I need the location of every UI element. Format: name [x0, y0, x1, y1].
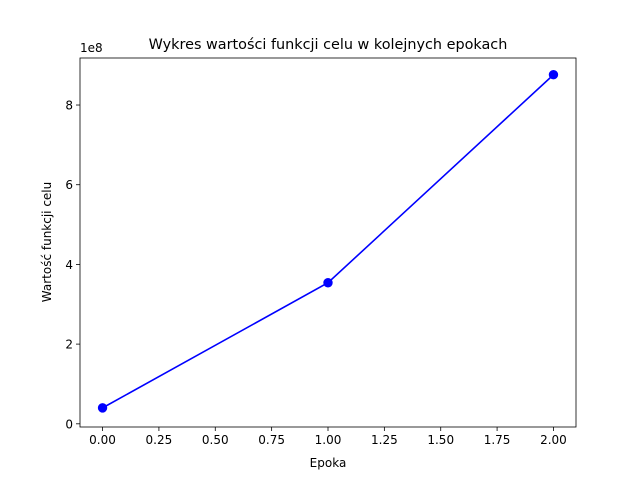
- data-point: [97, 403, 108, 413]
- x-tick-label: 0.25: [146, 433, 173, 447]
- x-tick-label: 2.00: [540, 433, 567, 447]
- y-tick-label: 2: [65, 338, 73, 352]
- data-point: [548, 70, 559, 80]
- plot-area: 0.00 0.25 0.50 0.75 1.00 1.25 1.50 1.75 2.00 0 2 4 6…: [65, 57, 577, 447]
- y-tick-label: 8: [65, 99, 73, 113]
- data-point: [323, 278, 333, 288]
- y-axis-label: Wartość funkcji celu: [40, 182, 54, 302]
- x-axis-label: Epoka: [310, 456, 347, 470]
- y-tick-label: 4: [65, 258, 73, 272]
- x-tick-label: 0.00: [89, 433, 116, 447]
- x-tick-label: 0.75: [258, 433, 285, 447]
- x-tick-label: 1.00: [315, 433, 342, 447]
- y-tick-label: 6: [65, 178, 73, 192]
- series-line: [102, 74, 554, 409]
- axes-frame: [79, 57, 577, 428]
- x-tick-label: 1.25: [371, 433, 398, 447]
- y-tick-label: 0: [65, 417, 73, 431]
- x-tick-label: 1.50: [427, 433, 454, 447]
- y-axis-offset-label: 1e8: [80, 41, 103, 55]
- chart-title: Wykres wartości funkcji celu w kolejnych…: [149, 37, 508, 53]
- x-tick-label: 1.75: [484, 433, 511, 447]
- x-tick-label: 0.50: [202, 433, 229, 447]
